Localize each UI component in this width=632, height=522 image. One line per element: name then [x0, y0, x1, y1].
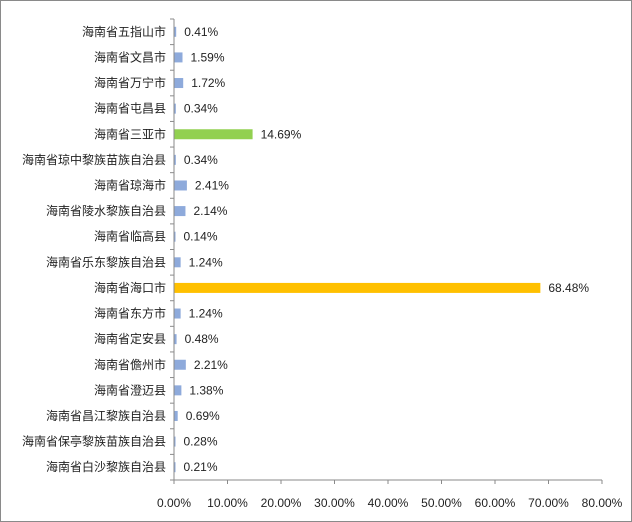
value-label: 0.21% [184, 460, 218, 474]
value-labels: 0.41% 1.59% 1.72% 0.34% 14.69% 0.34% 2.41% 2.14… [184, 25, 590, 474]
bar [174, 257, 181, 268]
bar [174, 26, 177, 37]
value-label: 68.48% [548, 281, 589, 295]
category-label: 海南省文昌市 [94, 49, 166, 64]
x-tick-label: 70.00% [528, 496, 569, 510]
bar [174, 308, 181, 319]
category-label: 海南省定安县 [94, 331, 166, 346]
value-label: 2.41% [195, 178, 229, 192]
value-label: 0.28% [184, 435, 218, 449]
value-label: 0.48% [185, 332, 219, 346]
category-label: 海南省白沙黎族自治县 [46, 459, 166, 474]
category-label: 海南省乐东黎族自治县 [46, 254, 166, 269]
value-label: 0.14% [184, 230, 218, 244]
value-label: 2.21% [194, 358, 228, 372]
category-label: 海南省五指山市 [82, 24, 166, 39]
category-label: 海南省三亚市 [94, 126, 166, 141]
bar [174, 103, 176, 114]
value-label: 2.14% [193, 204, 227, 218]
category-label: 海南省琼中黎族苗族自治县 [22, 152, 166, 167]
bars [174, 26, 541, 473]
bar [174, 154, 176, 165]
category-label: 海南省澄迈县 [94, 382, 166, 397]
value-label: 14.69% [261, 127, 302, 141]
axes: 0.00% 10.00% 20.00% 30.00% 40.00% 50.00% 60.00… [157, 18, 623, 510]
value-label: 0.34% [184, 102, 218, 116]
category-label: 海南省昌江黎族自治县 [46, 408, 166, 423]
bar [174, 78, 184, 89]
value-label: 1.24% [189, 255, 223, 269]
value-label: 0.34% [184, 153, 218, 167]
value-label: 1.24% [189, 307, 223, 321]
category-label: 海南省琼海市 [94, 177, 166, 192]
x-tick-label: 20.00% [261, 496, 302, 510]
bar [174, 231, 176, 242]
x-tick-label: 0.00% [157, 496, 191, 510]
value-label: 0.69% [186, 409, 220, 423]
category-label: 海南省临高县 [94, 229, 166, 244]
category-label: 海南省保亭黎族苗族自治县 [22, 434, 166, 449]
bar [174, 52, 183, 63]
value-label: 0.41% [184, 25, 218, 39]
value-label: 1.38% [189, 383, 223, 397]
bar [174, 282, 541, 293]
value-label: 1.72% [191, 76, 225, 90]
bar [174, 129, 253, 140]
bar [174, 359, 186, 370]
x-tick-label: 40.00% [368, 496, 409, 510]
category-label: 海南省屯昌县 [94, 101, 166, 116]
bar [174, 180, 187, 191]
bar [174, 410, 178, 421]
category-label: 海南省儋州市 [94, 357, 166, 372]
x-tick-label: 60.00% [475, 496, 516, 510]
category-label: 海南省万宁市 [94, 75, 166, 90]
category-label: 海南省东方市 [94, 306, 166, 321]
bar [174, 385, 182, 396]
x-tick-label: 10.00% [207, 496, 248, 510]
category-label: 海南省海口市 [94, 280, 166, 295]
bar [174, 206, 186, 217]
category-labels: 海南省五指山市海南省文昌市海南省万宁市海南省屯昌县海南省三亚市海南省琼中黎族苗族… [22, 24, 166, 474]
x-tick-label: 50.00% [421, 496, 462, 510]
bar [174, 436, 176, 447]
x-tick-label: 80.00% [582, 496, 623, 510]
bar [174, 462, 176, 473]
value-label: 1.59% [191, 50, 225, 64]
x-tick-label: 30.00% [314, 496, 355, 510]
category-label: 海南省陵水黎族自治县 [46, 203, 166, 218]
bar [174, 334, 177, 345]
